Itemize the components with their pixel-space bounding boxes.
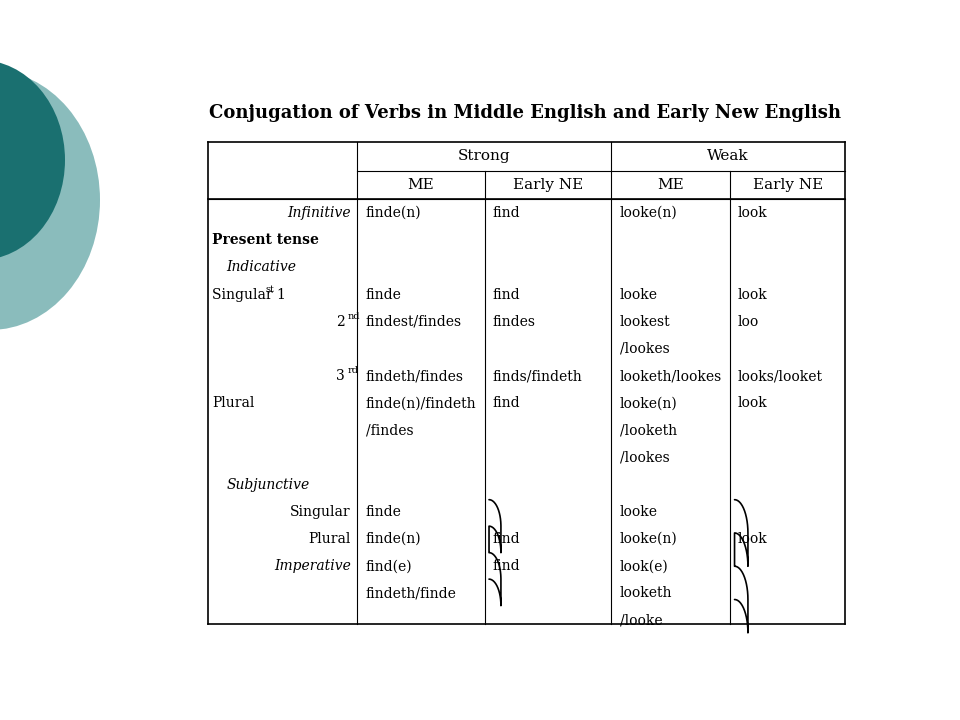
Text: finde: finde xyxy=(366,287,401,302)
Text: Early NE: Early NE xyxy=(753,178,823,192)
Text: ME: ME xyxy=(658,178,684,192)
Text: finde: finde xyxy=(366,505,401,519)
Text: looketh/lookes: looketh/lookes xyxy=(620,369,722,383)
Text: Infinitive: Infinitive xyxy=(287,206,350,220)
Text: /findes: /findes xyxy=(366,423,413,438)
Text: looke: looke xyxy=(620,505,658,519)
Text: rd: rd xyxy=(348,366,359,375)
Text: Conjugation of Verbs in Middle English and Early New English: Conjugation of Verbs in Middle English a… xyxy=(209,104,842,122)
Text: Plural: Plural xyxy=(308,532,350,546)
Text: Present tense: Present tense xyxy=(212,233,319,247)
Text: find: find xyxy=(492,206,519,220)
Text: findes: findes xyxy=(492,315,535,329)
Text: find: find xyxy=(492,396,519,410)
Text: find: find xyxy=(492,532,519,546)
Text: find: find xyxy=(492,287,519,302)
Text: ME: ME xyxy=(407,178,434,192)
Text: Imperative: Imperative xyxy=(274,559,350,573)
Text: /looketh: /looketh xyxy=(620,423,677,438)
Text: Subjunctive: Subjunctive xyxy=(227,478,310,492)
Text: /lookes: /lookes xyxy=(620,342,670,356)
Text: 2: 2 xyxy=(336,315,345,329)
Text: Early NE: Early NE xyxy=(513,178,583,192)
Text: Indicative: Indicative xyxy=(227,261,297,274)
Text: finde(n): finde(n) xyxy=(366,206,421,220)
Text: looketh: looketh xyxy=(620,586,672,600)
Ellipse shape xyxy=(0,60,65,260)
Text: find(e): find(e) xyxy=(366,559,412,573)
Text: looke(n): looke(n) xyxy=(620,206,678,220)
Text: findeth/findes: findeth/findes xyxy=(366,369,464,383)
Text: looke(n): looke(n) xyxy=(620,396,678,410)
Text: look(e): look(e) xyxy=(620,559,669,573)
Text: looke: looke xyxy=(620,287,658,302)
Text: st: st xyxy=(266,284,275,294)
Text: Plural: Plural xyxy=(212,396,254,410)
Text: /looke: /looke xyxy=(620,613,662,628)
Text: looks/looket: looks/looket xyxy=(737,369,823,383)
Text: Singular: Singular xyxy=(290,505,350,519)
Text: finds/findeth: finds/findeth xyxy=(492,369,582,383)
Text: nd: nd xyxy=(348,312,360,320)
Text: look: look xyxy=(737,532,767,546)
Ellipse shape xyxy=(0,70,100,330)
Text: Strong: Strong xyxy=(458,149,510,163)
Text: finde(n): finde(n) xyxy=(366,532,421,546)
Text: /lookes: /lookes xyxy=(620,451,670,464)
Text: look: look xyxy=(737,396,767,410)
Text: loo: loo xyxy=(737,315,758,329)
Text: lookest: lookest xyxy=(620,315,671,329)
Text: look: look xyxy=(737,206,767,220)
Text: looke(n): looke(n) xyxy=(620,532,678,546)
Text: look: look xyxy=(737,287,767,302)
Text: Singular 1: Singular 1 xyxy=(212,287,286,302)
Text: 3: 3 xyxy=(336,369,345,383)
Text: find: find xyxy=(492,559,519,573)
Text: finde(n)/findeth: finde(n)/findeth xyxy=(366,396,476,410)
Text: findeth/finde: findeth/finde xyxy=(366,586,456,600)
Text: Weak: Weak xyxy=(708,149,749,163)
Text: findest/findes: findest/findes xyxy=(366,315,462,329)
